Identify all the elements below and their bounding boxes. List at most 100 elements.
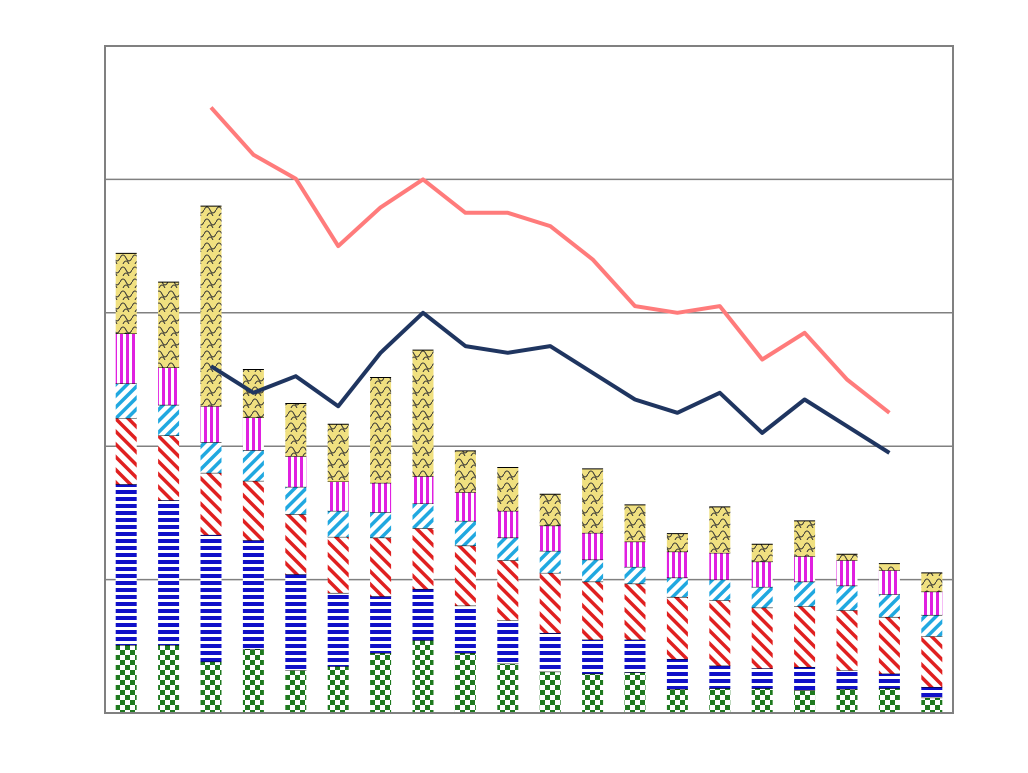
bar-segment-6-category-10 [497, 467, 519, 511]
bar-segment-5-category-14 [666, 551, 688, 578]
bar-segment-4-category-19 [878, 594, 900, 617]
bar-segment-2-category-14 [666, 658, 688, 689]
bar-segment-5-category-18 [836, 560, 858, 586]
bar-segment-4-category-1 [115, 383, 137, 419]
bar-segment-2-category-6 [327, 592, 349, 667]
bar-segment-1-category-3 [200, 661, 222, 713]
bar-segment-4-category-11 [539, 550, 561, 573]
bar-segment-2-category-19 [878, 673, 900, 689]
bar-segment-5-category-10 [497, 510, 519, 538]
bar-segment-4-category-17 [794, 581, 816, 607]
bar-segment-3-category-3 [200, 472, 222, 535]
bar-segment-3-category-2 [158, 435, 180, 501]
bar-segment-2-category-2 [158, 500, 180, 645]
bar-segment-6-category-8 [412, 350, 434, 477]
bar-segment-1-category-5 [285, 670, 307, 713]
bar-segment-3-category-14 [666, 596, 688, 659]
bar-segment-1-category-7 [370, 652, 392, 713]
bar-segment-4-category-6 [327, 510, 349, 537]
bar-segment-6-category-17 [794, 520, 816, 557]
bar-segment-6-category-9 [454, 450, 476, 493]
bar-segment-5-category-12 [582, 532, 604, 560]
bar-segment-5-category-2 [158, 367, 180, 405]
bar-segment-6-category-7 [370, 377, 392, 483]
bars [115, 205, 943, 713]
bar-segment-1-category-11 [539, 671, 561, 713]
bar-segment-3-category-20 [921, 636, 943, 687]
bar-segment-3-category-9 [454, 545, 476, 606]
bar-segment-5-category-4 [242, 417, 264, 451]
bar-segment-3-category-1 [115, 418, 137, 485]
bar-segment-6-category-14 [666, 533, 688, 552]
series-line-2 [209, 310, 891, 455]
bar-segment-5-category-7 [370, 482, 392, 513]
bar-segment-4-category-2 [158, 404, 180, 436]
bar-segment-2-category-12 [582, 639, 604, 674]
bar-segment-1-category-6 [327, 666, 349, 713]
bar-segment-2-category-11 [539, 632, 561, 672]
bar-segment-3-category-13 [624, 583, 646, 640]
bar-segment-6-category-5 [285, 403, 307, 457]
bar-segment-3-category-17 [794, 606, 816, 667]
bar-segment-3-category-5 [285, 514, 307, 575]
bar-segment-4-category-4 [242, 450, 264, 481]
bar-segment-6-category-6 [327, 424, 349, 482]
bar-segment-6-category-20 [921, 572, 943, 592]
bar-segment-5-category-16 [751, 561, 773, 587]
bar-segment-2-category-16 [751, 668, 773, 689]
bar-segment-6-category-12 [582, 468, 604, 533]
bar-segment-6-category-15 [709, 506, 731, 553]
series-line-1 [209, 106, 891, 415]
series-lines [209, 106, 891, 455]
bar-segment-5-category-9 [454, 492, 476, 521]
bar-segment-6-category-19 [878, 563, 900, 571]
bar-segment-6-category-11 [539, 494, 561, 526]
bar-segment-3-category-19 [878, 616, 900, 674]
bar-segment-1-category-18 [836, 688, 858, 713]
bar-segment-6-category-1 [115, 253, 137, 334]
bar-segment-6-category-18 [836, 554, 858, 561]
bar-segment-1-category-9 [454, 652, 476, 713]
bar-segment-5-category-19 [878, 570, 900, 595]
bar-segment-2-category-3 [200, 534, 222, 662]
bar-segment-2-category-10 [497, 620, 519, 664]
bar-segment-1-category-1 [115, 644, 137, 713]
bar-segment-2-category-1 [115, 484, 137, 645]
bar-segment-4-category-20 [921, 614, 943, 637]
bar-segment-5-category-8 [412, 476, 434, 504]
bar-segment-1-category-16 [751, 688, 773, 713]
bar-segment-2-category-8 [412, 588, 434, 641]
bar-segment-3-category-12 [582, 581, 604, 640]
bar-segment-1-category-4 [242, 648, 264, 713]
bar-segment-4-category-7 [370, 512, 392, 538]
bar-segment-1-category-15 [709, 688, 731, 713]
bar-segment-3-category-18 [836, 610, 858, 671]
bar-segment-2-category-7 [370, 596, 392, 653]
bar-segment-1-category-12 [582, 673, 604, 713]
bar-segment-1-category-13 [624, 672, 646, 713]
bar-segment-3-category-15 [709, 600, 731, 666]
bar-segment-1-category-20 [921, 697, 943, 713]
bar-segment-4-category-10 [497, 537, 519, 561]
bar-segment-5-category-3 [200, 406, 222, 443]
bar-segment-3-category-7 [370, 537, 392, 597]
bar-segment-5-category-5 [285, 456, 307, 487]
plot-area-frame [104, 45, 954, 714]
bar-segment-4-category-12 [582, 559, 604, 582]
bar-segment-2-category-13 [624, 639, 646, 673]
bar-segment-6-category-13 [624, 504, 646, 542]
bar-segment-2-category-15 [709, 665, 731, 689]
bar-segment-3-category-8 [412, 528, 434, 589]
bar-segment-4-category-8 [412, 503, 434, 529]
bar-segment-6-category-16 [751, 544, 773, 562]
bar-segment-1-category-8 [412, 640, 434, 713]
bar-segment-2-category-9 [454, 605, 476, 653]
bar-segment-5-category-15 [709, 552, 731, 580]
bar-segment-1-category-2 [158, 644, 180, 713]
bar-segment-4-category-16 [751, 586, 773, 608]
bar-segment-5-category-20 [921, 591, 943, 615]
bar-segment-5-category-17 [794, 556, 816, 582]
bar-segment-1-category-10 [497, 663, 519, 713]
